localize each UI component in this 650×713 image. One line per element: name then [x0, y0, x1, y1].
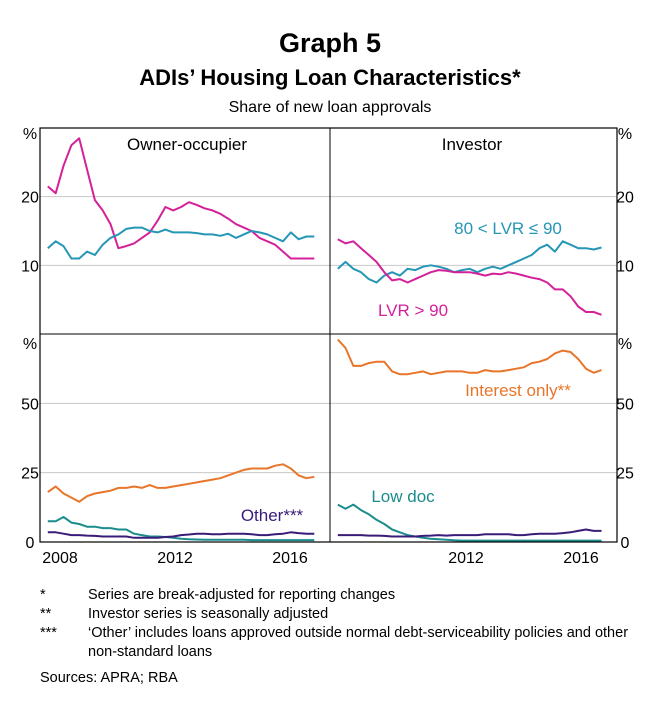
series-line-other — [337, 528, 602, 538]
series-line-lvr-90 — [337, 238, 602, 316]
series-line-80-lvr-90 — [337, 240, 602, 284]
unit-label-top-right: % — [618, 126, 632, 143]
y-tick-label: 25 — [21, 466, 39, 483]
series-line-low-doc — [47, 516, 315, 542]
y-tick-label: 0 — [621, 535, 630, 552]
unit-label-top-left: % — [23, 126, 37, 143]
series-line-80-lvr-90 — [47, 226, 315, 260]
x-tick-label: 2016 — [272, 550, 308, 567]
series-line-interest-only — [47, 463, 315, 503]
y-tick-labels: 10 20 10 20 0 25 50 0 25 50 — [21, 190, 634, 552]
footnote-2: ** Investor series is seasonally adjuste… — [40, 605, 630, 624]
panel-title-owner-occupier: Owner-occupier — [127, 135, 247, 154]
annotation-80-lvr-90: 80 < LVR ≤ 90 — [454, 219, 562, 238]
y-tick-label: 25 — [616, 466, 634, 483]
footnote-mark: * — [40, 587, 46, 603]
footnote-text: Series are break-adjusted for reporting … — [88, 587, 396, 603]
plot-frame — [39, 127, 618, 543]
series-layer — [47, 137, 602, 542]
x-tick-label: 2012 — [157, 550, 193, 567]
series-line-low-doc — [337, 503, 602, 542]
y-tick-label: 20 — [616, 190, 634, 207]
y-tick-label: 50 — [616, 396, 634, 413]
y-tick-label: 50 — [21, 396, 39, 413]
y-tick-label: 20 — [21, 190, 39, 207]
sources: Sources: APRA; RBA — [40, 670, 178, 686]
gridlines — [40, 196, 617, 474]
series-line-other — [47, 531, 315, 539]
x-tick-label: 2016 — [563, 550, 599, 567]
footnote-text: ‘Other’ includes loans approved outside … — [88, 625, 629, 660]
annotation-other: Other*** — [241, 506, 304, 525]
x-tick-label: 2008 — [42, 550, 78, 567]
footnote-mark: *** — [40, 625, 57, 641]
graph-title: Graph 5 — [279, 28, 381, 58]
annotation-low-doc: Low doc — [371, 487, 435, 506]
series-line-interest-only — [337, 338, 602, 376]
unit-label-bottom-left: % — [23, 336, 37, 353]
y-tick-label: 0 — [26, 535, 35, 552]
graph-subtitle: ADIs’ Housing Loan Characteristics* — [139, 65, 521, 90]
plot-border — [39, 127, 618, 543]
unit-label-bottom-right: % — [618, 336, 632, 353]
footnote-text: Investor series is seasonally adjusted — [88, 606, 329, 622]
y-tick-label: 10 — [21, 258, 39, 275]
y-tick-label: 10 — [616, 258, 634, 275]
footnote-mark: ** — [40, 606, 52, 622]
panel-title-investor: Investor — [442, 135, 503, 154]
series-line-lvr-90 — [47, 137, 315, 260]
footnote-1: * Series are break-adjusted for reportin… — [40, 586, 630, 605]
footnote-3: *** ‘Other’ includes loans approved outs… — [40, 624, 630, 662]
annotation-lvr-90: LVR > 90 — [378, 301, 448, 320]
x-tick-label: 2012 — [448, 550, 484, 567]
graph-subsubtitle: Share of new loan approvals — [229, 99, 432, 116]
footnotes: * Series are break-adjusted for reportin… — [40, 586, 630, 688]
annotation-interest-only: Interest only** — [465, 381, 571, 400]
